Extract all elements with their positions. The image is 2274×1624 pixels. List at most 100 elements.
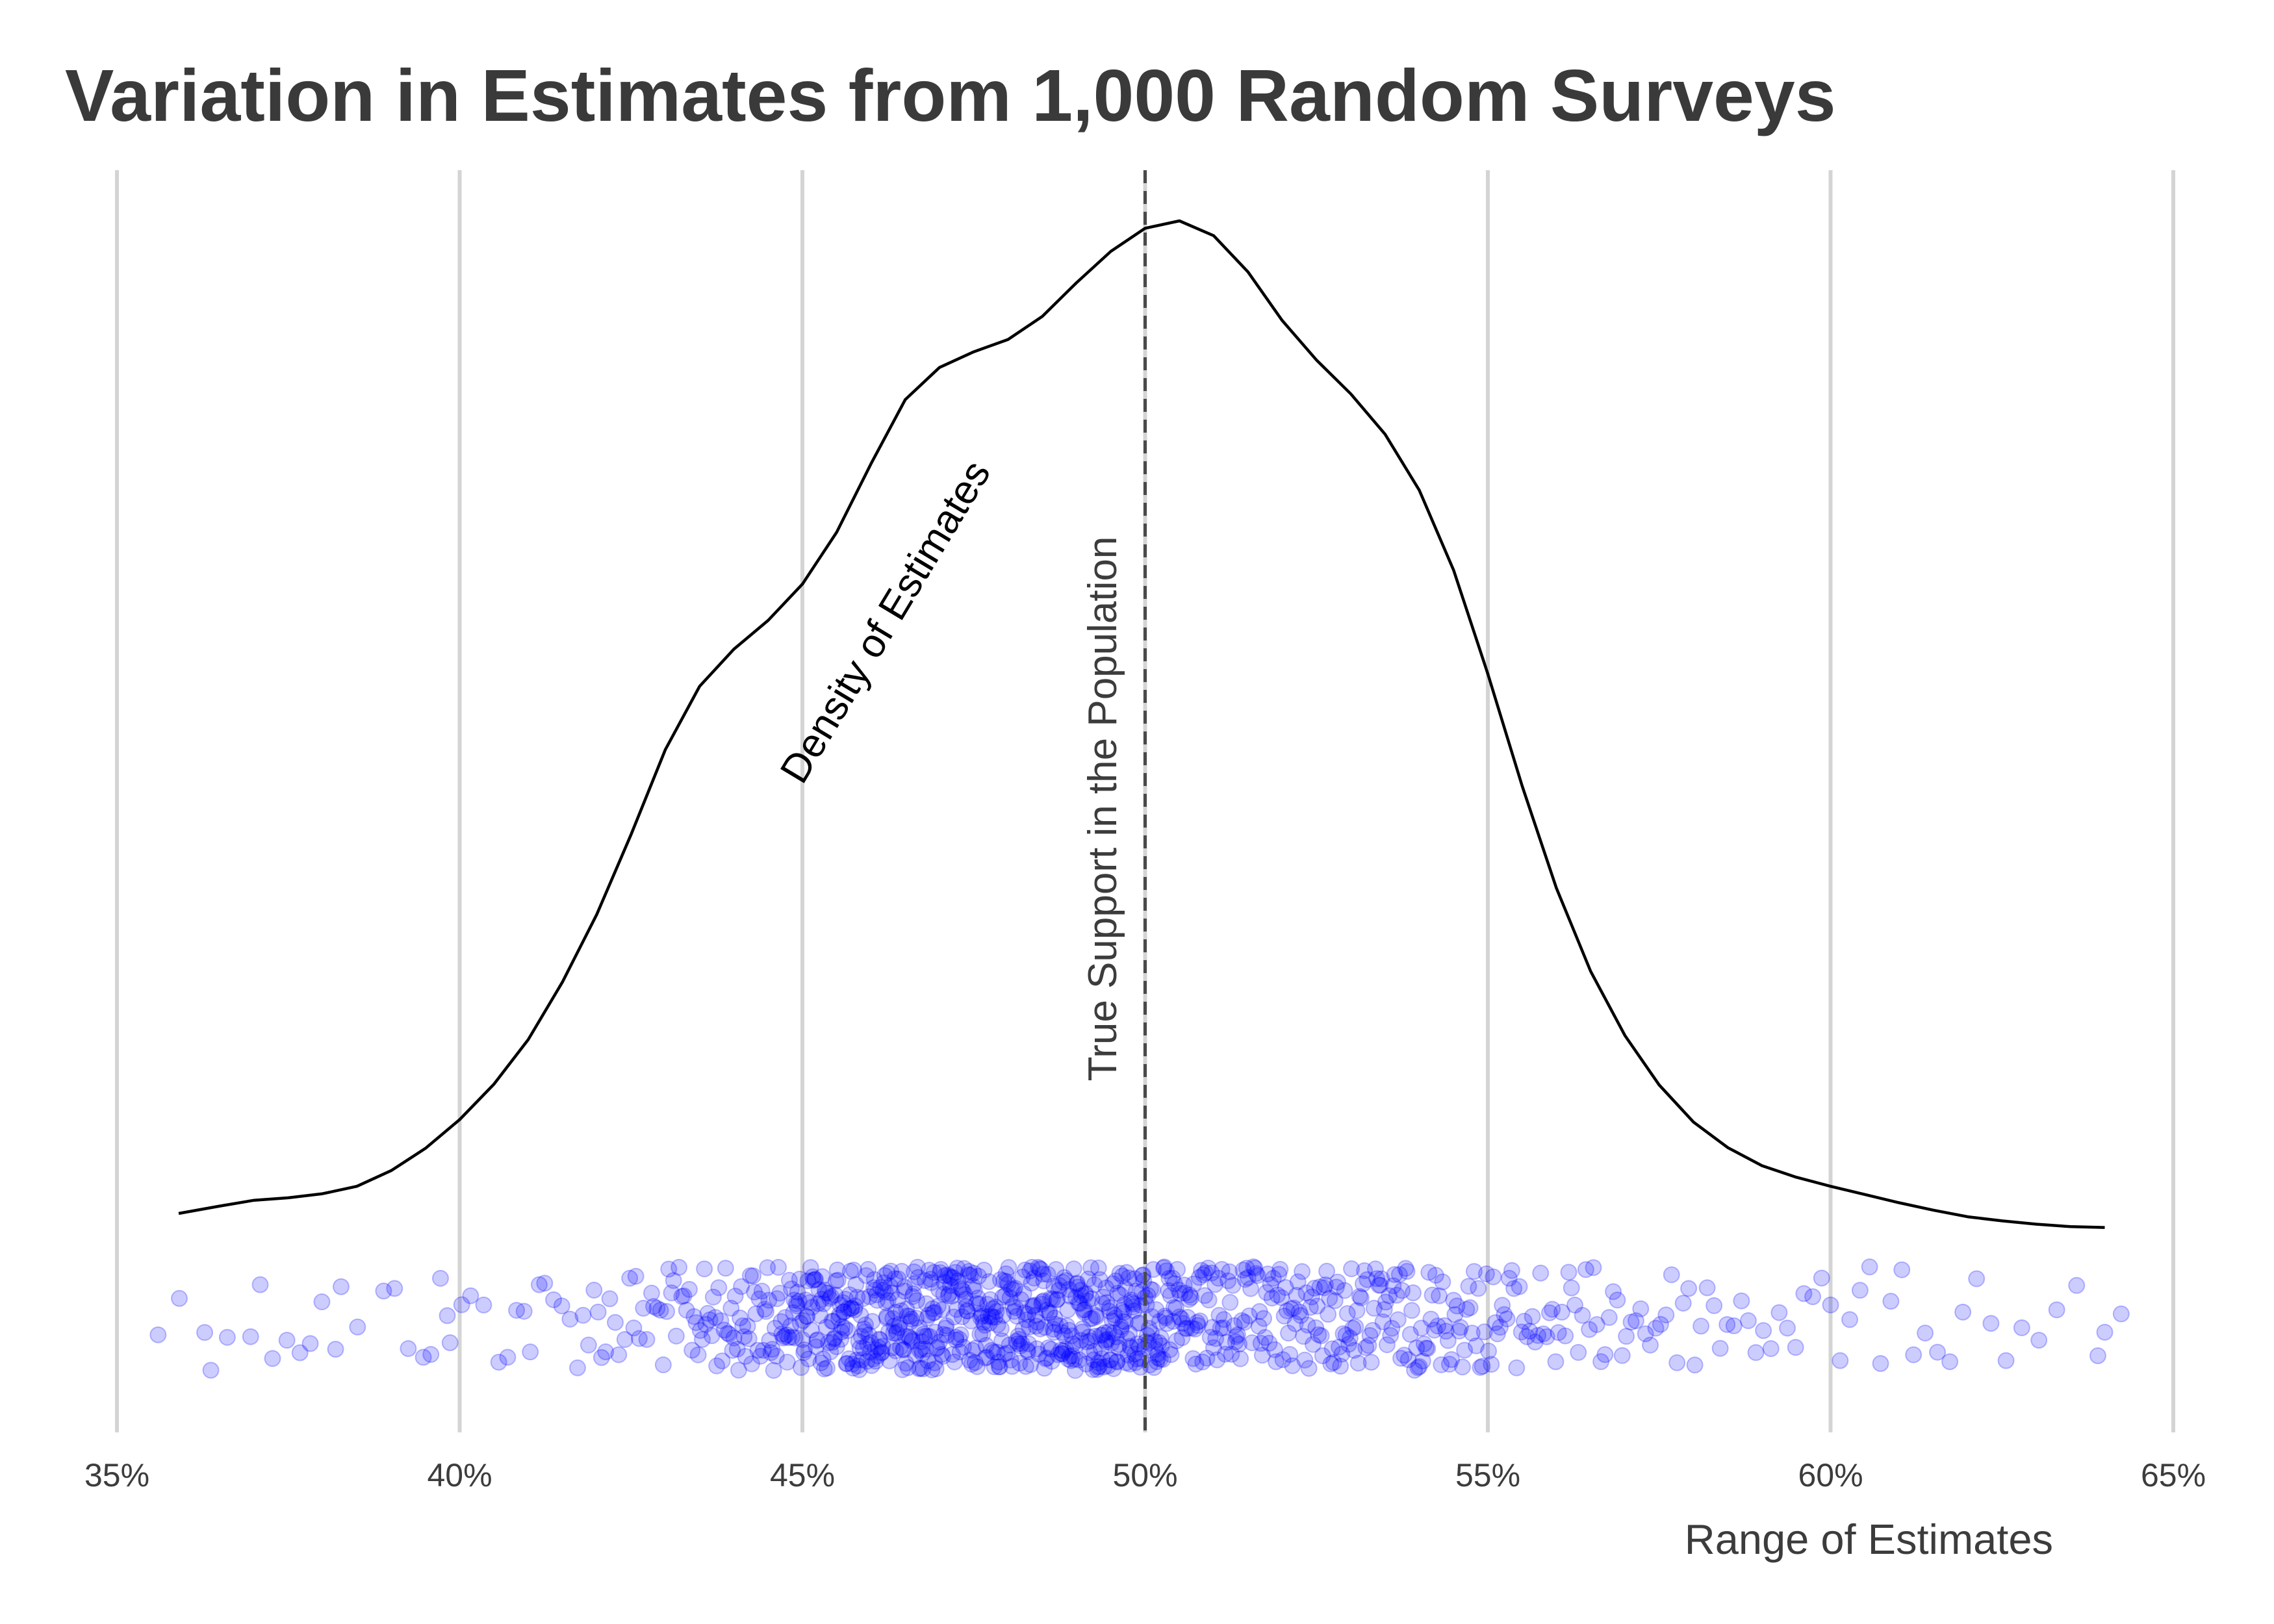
survey-point <box>1151 1351 1169 1368</box>
survey-point <box>1425 1321 1443 1339</box>
survey-point <box>965 1282 983 1299</box>
survey-point <box>1097 1279 1115 1297</box>
survey-point <box>1031 1260 1049 1277</box>
survey-point <box>921 1328 939 1345</box>
survey-point <box>1077 1285 1094 1302</box>
survey-point <box>999 1275 1017 1293</box>
survey-point <box>1151 1313 1168 1330</box>
survey-point <box>972 1309 990 1326</box>
survey-point <box>1038 1301 1055 1319</box>
survey-point <box>880 1352 898 1369</box>
survey-point <box>1041 1304 1058 1321</box>
survey-point <box>991 1271 1009 1288</box>
survey-point <box>1152 1329 1169 1347</box>
survey-point <box>829 1271 847 1289</box>
survey-point <box>1698 1279 1716 1297</box>
survey-point <box>1045 1277 1063 1295</box>
survey-point <box>808 1338 825 1356</box>
survey-point <box>889 1291 906 1309</box>
survey-point <box>713 1352 731 1370</box>
survey-point <box>911 1341 928 1359</box>
survey-point <box>1429 1317 1446 1335</box>
survey-point <box>1613 1347 1631 1364</box>
survey-point <box>1456 1341 1474 1359</box>
survey-point <box>1360 1337 1377 1354</box>
survey-point <box>734 1317 752 1335</box>
survey-point <box>1103 1312 1121 1330</box>
survey-point <box>812 1354 830 1371</box>
survey-point <box>1082 1310 1099 1327</box>
survey-point <box>1470 1280 1487 1297</box>
survey-point <box>847 1276 865 1293</box>
survey-point <box>1221 1263 1238 1280</box>
survey-point <box>1051 1317 1069 1334</box>
survey-point <box>767 1347 785 1365</box>
survey-point <box>946 1353 964 1371</box>
survey-point <box>1596 1346 1614 1364</box>
survey-point <box>1445 1291 1463 1309</box>
survey-point <box>858 1352 876 1370</box>
survey-point <box>903 1331 921 1349</box>
survey-point <box>959 1302 977 1320</box>
survey-point <box>1893 1261 1911 1278</box>
survey-point <box>1389 1311 1407 1328</box>
survey-point <box>1448 1297 1466 1315</box>
survey-point <box>1032 1320 1049 1338</box>
survey-point <box>1062 1352 1080 1369</box>
survey-point <box>1001 1289 1019 1306</box>
survey-point <box>800 1350 817 1367</box>
survey-point <box>1113 1302 1131 1319</box>
survey-point <box>892 1302 910 1319</box>
survey-point <box>589 1303 607 1321</box>
survey-point <box>963 1355 980 1373</box>
survey-point <box>1079 1270 1097 1288</box>
survey-point <box>1058 1272 1075 1289</box>
survey-point <box>2013 1319 2030 1336</box>
survey-point <box>789 1284 806 1301</box>
survey-point <box>864 1350 882 1367</box>
survey-point <box>785 1304 802 1321</box>
survey-point <box>1108 1328 1125 1345</box>
survey-point <box>453 1296 470 1313</box>
survey-point <box>810 1295 827 1312</box>
survey-point <box>648 1300 666 1317</box>
survey-point <box>1487 1314 1504 1332</box>
survey-point <box>1647 1319 1665 1337</box>
survey-point <box>977 1349 994 1367</box>
survey-point <box>1154 1351 1171 1368</box>
survey-point <box>667 1327 685 1345</box>
survey-point <box>1023 1258 1041 1276</box>
survey-point <box>1424 1286 1441 1304</box>
survey-point <box>1290 1303 1308 1321</box>
survey-point <box>1415 1335 1433 1352</box>
survey-point <box>1194 1353 1212 1371</box>
survey-point <box>838 1354 856 1372</box>
survey-point <box>1097 1332 1114 1349</box>
survey-point <box>1150 1334 1168 1351</box>
survey-point <box>1050 1282 1067 1299</box>
survey-point <box>1112 1286 1129 1304</box>
survey-point <box>1347 1318 1364 1336</box>
survey-point <box>1513 1323 1530 1341</box>
survey-point <box>536 1275 554 1292</box>
survey-point <box>1103 1334 1120 1352</box>
survey-point <box>919 1352 937 1370</box>
survey-point <box>1563 1279 1580 1297</box>
density-curve-layer <box>178 219 2105 1229</box>
survey-point <box>925 1304 942 1322</box>
survey-point <box>967 1295 985 1312</box>
survey-point <box>1637 1325 1654 1343</box>
survey-point <box>1882 1293 1900 1310</box>
survey-point <box>786 1291 803 1309</box>
survey-point <box>952 1280 970 1298</box>
survey-point <box>680 1280 698 1298</box>
survey-point <box>1057 1340 1075 1358</box>
survey-point <box>1071 1295 1089 1312</box>
survey-point <box>860 1261 877 1278</box>
survey-point <box>817 1284 834 1301</box>
survey-point <box>882 1277 899 1295</box>
survey-point <box>852 1306 869 1324</box>
survey-point <box>980 1273 997 1290</box>
survey-point <box>1046 1309 1064 1326</box>
survey-point <box>580 1336 597 1354</box>
